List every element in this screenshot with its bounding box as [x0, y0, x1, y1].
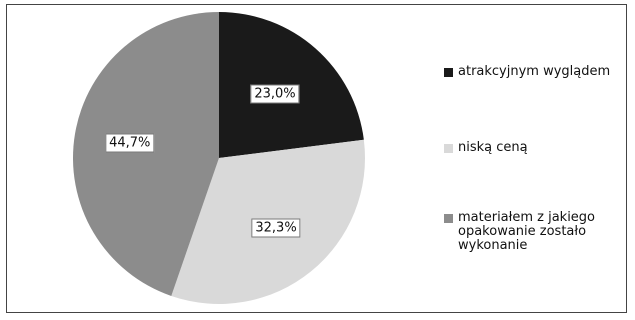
- legend-swatch-materialem: [444, 214, 453, 223]
- pie-chart: [72, 12, 365, 304]
- legend-item-atrakcyjnym-wygladem: atrakcyjnym wyglądem: [444, 65, 628, 79]
- data-label-2: 44,7%: [105, 133, 155, 153]
- legend-label: niską ceną: [458, 140, 528, 155]
- pie-slice-2: [72, 12, 219, 296]
- chart-frame: 23,0% 32,3% 44,7% atrakcyjnym wyglądem nis…: [6, 4, 627, 313]
- data-label-0: 23,0%: [250, 84, 300, 104]
- legend-label: materiałem z jakiego opakowanie zostało …: [458, 210, 596, 253]
- legend-swatch-atrakcyjnym-wygladem: [444, 68, 453, 77]
- legend-item-materialem: materiałem z jakiego opakowanie zostało …: [444, 211, 628, 253]
- legend-item-niska-cena: niską ceną: [444, 141, 628, 155]
- legend-swatch-niska-cena: [444, 144, 453, 153]
- data-label-1: 32,3%: [251, 218, 301, 238]
- legend-label: atrakcyjnym wyglądem: [458, 64, 611, 79]
